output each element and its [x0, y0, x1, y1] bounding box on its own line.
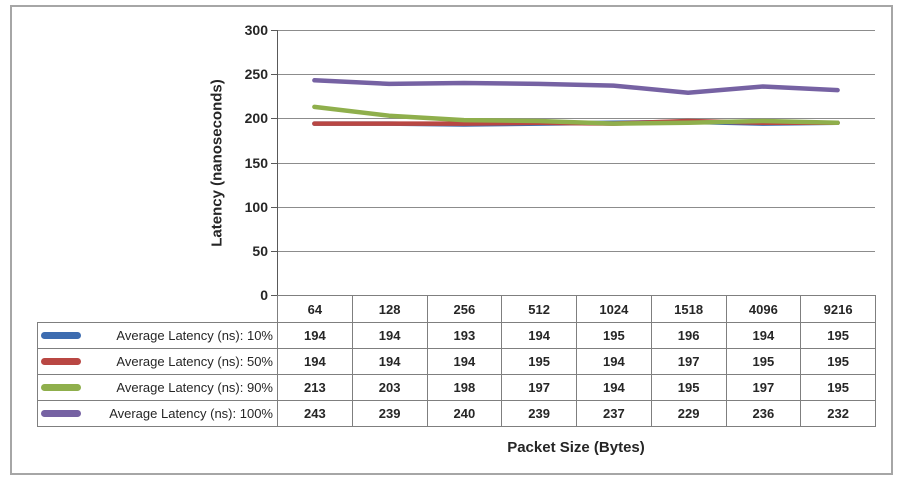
table-row: Average Latency (ns): 90% 213 203 198 197 194…	[37, 374, 876, 401]
y-tick-label: 150	[244, 154, 268, 171]
chart-figure: Latency (nanoseconds) 0 50 100 150 200 250 300…	[10, 5, 893, 475]
value-cell: 194	[426, 348, 503, 375]
value-cell: 194	[576, 374, 652, 401]
legend-line-marker	[41, 384, 81, 391]
category-header-cell: 512	[501, 295, 577, 323]
value-cell: 194	[351, 322, 428, 349]
value-cell: 236	[725, 400, 802, 427]
y-tick-label: 250	[244, 66, 268, 83]
series-line	[312, 104, 840, 126]
legend-entry: Average Latency (ns): 50%	[38, 354, 277, 369]
value-cell: 195	[800, 374, 876, 401]
table-row: Average Latency (ns): 10% 194 194 193 194 195…	[37, 322, 876, 349]
value-cell: 194	[725, 322, 802, 349]
legend-entry: Average Latency (ns): 10%	[38, 328, 277, 343]
value-cell: 213	[277, 374, 353, 401]
legend-line-marker	[41, 358, 81, 365]
table-row: Average Latency (ns): 100% 243 239 240 239 23…	[37, 400, 876, 427]
legend-cell: Average Latency (ns): 50%	[37, 348, 278, 375]
value-cell: 240	[426, 400, 503, 427]
category-header-cell: 256	[426, 295, 503, 323]
value-cell: 194	[351, 348, 428, 375]
table-corner-cell	[38, 296, 278, 323]
series-line	[312, 78, 840, 95]
legend-label: Average Latency (ns): 10%	[116, 328, 273, 343]
category-header-cell: 1024	[576, 295, 652, 323]
value-cell: 243	[277, 400, 353, 427]
value-cell: 195	[725, 348, 802, 375]
value-cell: 196	[650, 322, 727, 349]
value-cell: 195	[800, 322, 876, 349]
legend-cell: Average Latency (ns): 10%	[37, 322, 278, 349]
legend-cell: Average Latency (ns): 100%	[37, 400, 278, 427]
legend-label: Average Latency (ns): 100%	[109, 406, 273, 421]
value-cell: 195	[650, 374, 727, 401]
x-axis-title: Packet Size (Bytes)	[507, 439, 645, 456]
value-cell: 203	[351, 374, 428, 401]
category-header-cell: 4096	[725, 295, 802, 323]
y-tick-label: 50	[252, 242, 268, 259]
legend-entry: Average Latency (ns): 100%	[38, 406, 277, 421]
value-cell: 237	[576, 400, 652, 427]
value-cell: 198	[426, 374, 503, 401]
value-cell: 239	[501, 400, 577, 427]
legend-line-marker	[41, 410, 81, 417]
table-row: Average Latency (ns): 50% 194 194 194 195 194…	[37, 348, 876, 375]
y-tick-label: 200	[244, 110, 268, 127]
category-header-cell: 64	[277, 295, 353, 323]
value-cell: 195	[501, 348, 577, 375]
legend-label: Average Latency (ns): 50%	[116, 354, 273, 369]
series-line	[312, 119, 840, 127]
data-table: 64 128 256 512 1024 1518 4096 9216 Average Laten…	[37, 295, 876, 427]
value-cell: 197	[650, 348, 727, 375]
value-cell: 229	[650, 400, 727, 427]
y-tick-label: 100	[244, 198, 268, 215]
legend-line-marker	[41, 332, 81, 339]
legend-cell: Average Latency (ns): 90%	[37, 374, 278, 401]
value-cell: 194	[501, 322, 577, 349]
table-header-row: 64 128 256 512 1024 1518 4096 9216	[38, 295, 876, 323]
category-header-cell: 1518	[650, 295, 727, 323]
legend-label: Average Latency (ns): 90%	[116, 380, 273, 395]
value-cell: 194	[576, 348, 652, 375]
category-header-cell: 9216	[800, 295, 876, 323]
value-cell: 194	[277, 348, 353, 375]
value-cell: 197	[725, 374, 802, 401]
y-tick-label: 0	[260, 287, 268, 303]
value-cell: 232	[800, 400, 876, 427]
value-cell: 194	[277, 322, 353, 349]
series-line	[312, 118, 840, 126]
legend-entry: Average Latency (ns): 90%	[38, 380, 277, 395]
value-cell: 197	[501, 374, 577, 401]
value-cell: 195	[800, 348, 876, 375]
value-cell: 195	[576, 322, 652, 349]
value-cell: 193	[426, 322, 503, 349]
y-tick-label: 300	[244, 22, 268, 38]
value-cell: 239	[351, 400, 428, 427]
category-header-cell: 128	[351, 295, 428, 323]
